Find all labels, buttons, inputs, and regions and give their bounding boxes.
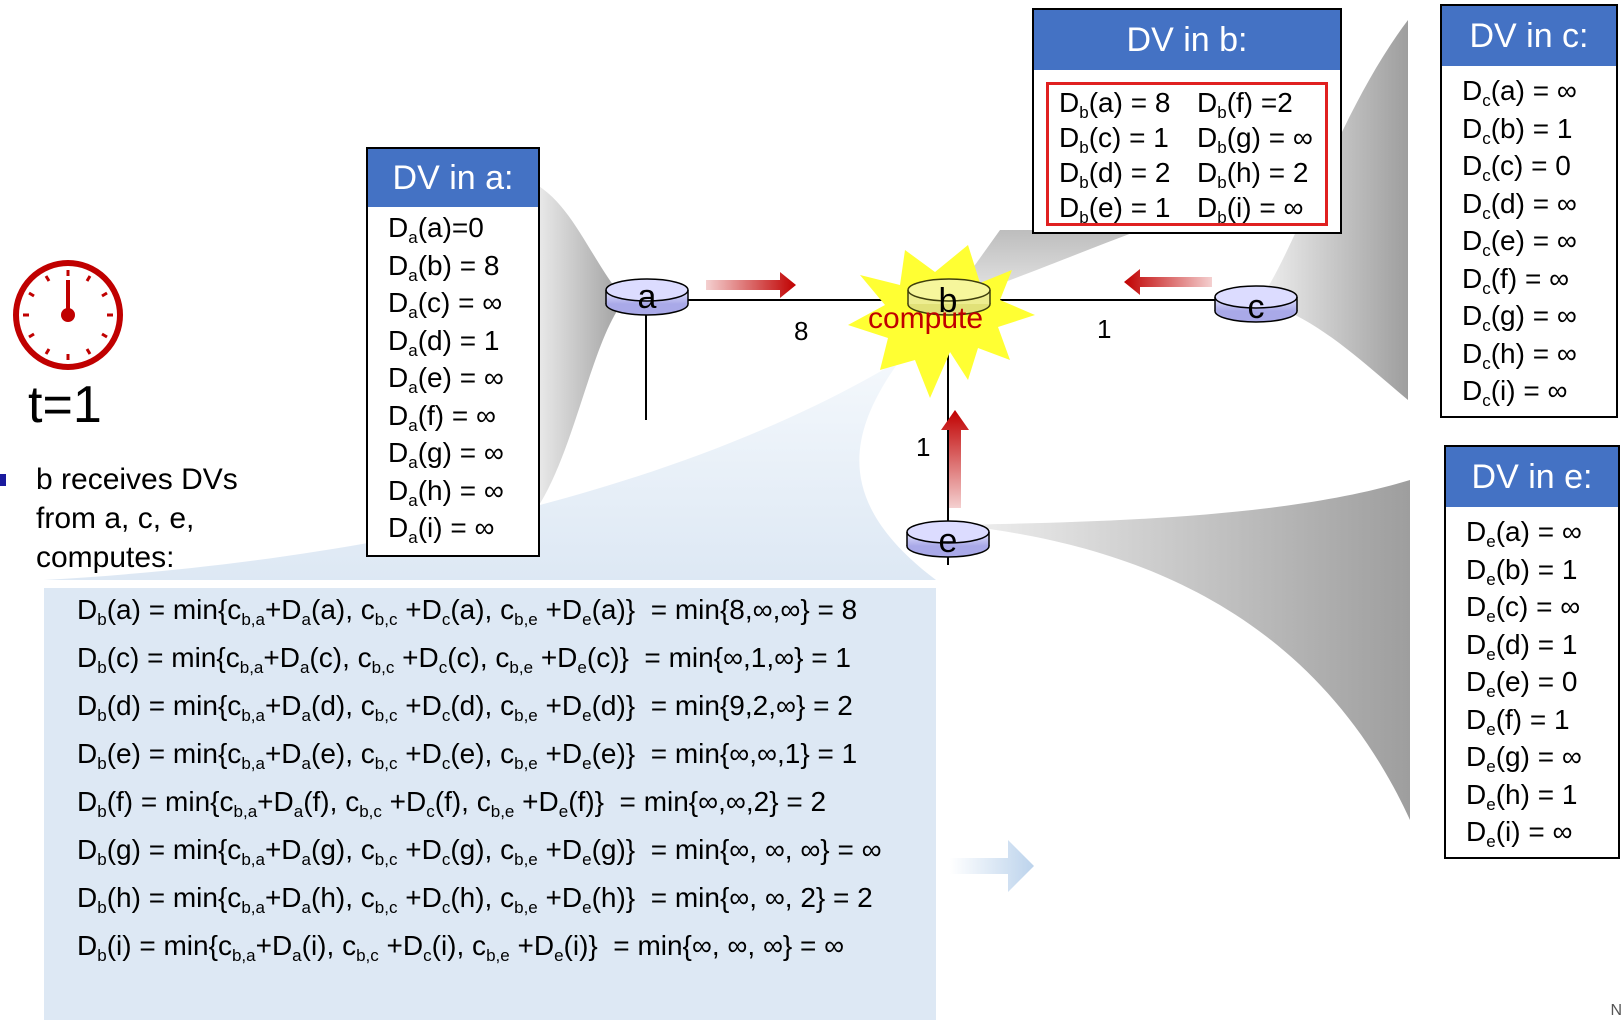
computation-line: Db(h) = min{cb,a+Da(h), cb,c +Dc(h), cb,… [77, 882, 873, 917]
dv-a-entry: Da(b) = 8 [388, 249, 500, 285]
node-label-e: e [938, 522, 958, 560]
corner-letter: N [1610, 1002, 1622, 1019]
dv-e-entry: De(c) = ∞ [1466, 591, 1581, 626]
arrow-a-to-b [706, 272, 796, 298]
dv-e-entry: De(h) = 1 [1466, 778, 1578, 814]
dv-e-entry: De(b) = 1 [1466, 553, 1578, 589]
computation-line: Db(e) = min{cb,a+Da(e), cb,c +Dc(e), cb,… [77, 738, 858, 773]
dv-a-entry: Da(g) = ∞ [388, 437, 504, 472]
dv-c-rows: Dc(a) = ∞ Dc(b) = 1 Dc(c) = 0 Dc(d) = ∞ Dc(e… [1442, 66, 1616, 410]
computation-line: Db(c) = min{cb,a+Da(c), cb,c +Dc(c), cb,… [77, 642, 851, 677]
dv-b-title: DV in b: [1034, 10, 1340, 70]
bullet-line: from a, c, e, [36, 502, 195, 535]
dv-e-title: DV in e: [1446, 447, 1618, 507]
dv-e-entry: De(f) = 1 [1466, 703, 1570, 739]
bullet-line: computes: [36, 541, 175, 574]
node-label-c: c [1247, 288, 1265, 326]
dv-e-rows: De(a) = ∞ De(b) = 1 De(c) = ∞ De(d) = 1 De(e… [1446, 507, 1618, 851]
computation-line: Db(a) = min{cb,a+Da(a), cb,c +Dc(a), cb,… [77, 594, 858, 629]
dv-c-entry: Dc(a) = ∞ [1462, 75, 1577, 110]
time-label: t=1 [28, 376, 102, 434]
computation-line: Db(i) = min{cb,a+Da(i), cb,c +Dc(i), cb,… [77, 930, 845, 965]
router-c [1214, 285, 1298, 323]
dv-b-right-col: Db(f) =2 Db(g) = ∞ Db(h) = 2 Db(i) = ∞ [1197, 85, 1313, 227]
computation-line: Db(d) = min{cb,a+Da(d), cb,c +Dc(d), cb,… [77, 690, 853, 725]
callout-calc [44, 360, 936, 580]
computation-box: Db(a) = min{cb,a+Da(a), cb,c +Dc(a), cb,… [44, 588, 936, 1020]
callout-e [960, 480, 1410, 820]
dv-b-entry: Db(c) = 1 [1059, 122, 1169, 157]
dv-e-entry: De(d) = 1 [1466, 628, 1578, 664]
edge-cost-be: 1 [916, 432, 931, 462]
dv-table-b: DV in b: [1032, 8, 1342, 234]
dv-c-entry: Dc(f) = ∞ [1462, 262, 1570, 298]
dv-c-entry: Dc(c) = 0 [1462, 150, 1571, 185]
dv-c-entry: Dc(i) = ∞ [1462, 375, 1568, 410]
arrow-e-to-b [941, 410, 969, 508]
dv-a-title: DV in a: [368, 149, 538, 207]
dv-c-entry: Dc(e) = ∞ [1462, 225, 1577, 260]
dv-b-entry: Db(i) = ∞ [1197, 192, 1304, 227]
dv-c-entry: Dc(h) = ∞ [1462, 337, 1577, 373]
dv-b-entry: Db(d) = 2 [1059, 157, 1171, 192]
dv-e-entry: De(i) = ∞ [1466, 816, 1573, 851]
arrow-result [950, 840, 1034, 892]
dv-b-entry: Db(e) = 1 [1059, 192, 1171, 227]
dv-e-entry: De(e) = 0 [1466, 666, 1578, 701]
dv-table-a: DV in a: Da(a)=0 Da(b) = 8 Da(c) = ∞ Da(d) … [366, 147, 540, 557]
dv-b-highlight: Db(a) = 8 Db(c) = 1 Db(d) = 2 Db(e) = 1 Db(… [1046, 82, 1328, 226]
dv-a-entry: Da(f) = ∞ [388, 399, 497, 435]
bullet-text: b receives DVs from a, c, e, computes: [36, 460, 238, 577]
callout-a [528, 180, 625, 520]
clock-icon [13, 260, 123, 370]
dv-a-rows: Da(a)=0 Da(b) = 8 Da(c) = ∞ Da(d) = 1 Da(e) … [368, 207, 538, 547]
dv-c-entry: Dc(d) = ∞ [1462, 187, 1577, 223]
dv-b-left-col: Db(a) = 8 Db(c) = 1 Db(d) = 2 Db(e) = 1 [1059, 85, 1171, 227]
node-label-a: a [637, 278, 657, 316]
dv-c-title: DV in c: [1442, 6, 1616, 66]
dv-b-entry: Db(h) = 2 [1197, 157, 1309, 192]
compute-label: compute [868, 302, 984, 335]
router-b [907, 278, 991, 316]
dv-table-e: DV in e: De(a) = ∞ De(b) = 1 De(c) = ∞ De(d… [1444, 445, 1620, 859]
dv-table-c: DV in c: Dc(a) = ∞ Dc(b) = 1 Dc(c) = 0 Dc(d… [1440, 4, 1618, 418]
arrow-c-to-b [1124, 269, 1212, 295]
bullet-line: b receives DVs [36, 463, 238, 496]
dv-a-entry: Da(e) = ∞ [388, 362, 504, 397]
computation-line: Db(f) = min{cb,a+Da(f), cb,c +Dc(f), cb,… [77, 786, 827, 821]
node-label-b: b [938, 282, 958, 320]
edge-cost-ab: 8 [794, 316, 809, 346]
dv-e-entry: De(a) = ∞ [1466, 516, 1582, 551]
dv-a-entry: Da(a)=0 [388, 212, 484, 247]
dv-e-entry: De(g) = ∞ [1466, 741, 1582, 776]
compute-burst [848, 245, 1035, 398]
router-e [906, 520, 990, 558]
dv-a-entry: Da(h) = ∞ [388, 474, 504, 510]
dv-b-entry: Db(a) = 8 [1059, 87, 1171, 122]
router-a [605, 278, 689, 316]
dv-a-entry: Da(i) = ∞ [388, 512, 495, 547]
dv-a-entry: Da(d) = 1 [388, 324, 500, 360]
computation-line: Db(g) = min{cb,a+Da(g), cb,c +Dc(g), cb,… [77, 834, 882, 869]
dv-b-entry: Db(f) =2 [1197, 87, 1293, 122]
bullet-marker [0, 474, 6, 486]
dv-c-entry: Dc(g) = ∞ [1462, 300, 1577, 335]
dv-b-entry: Db(g) = ∞ [1197, 122, 1313, 157]
dv-c-entry: Dc(b) = 1 [1462, 112, 1573, 148]
edge-cost-bc: 1 [1097, 314, 1112, 344]
dv-a-entry: Da(c) = ∞ [388, 287, 503, 322]
